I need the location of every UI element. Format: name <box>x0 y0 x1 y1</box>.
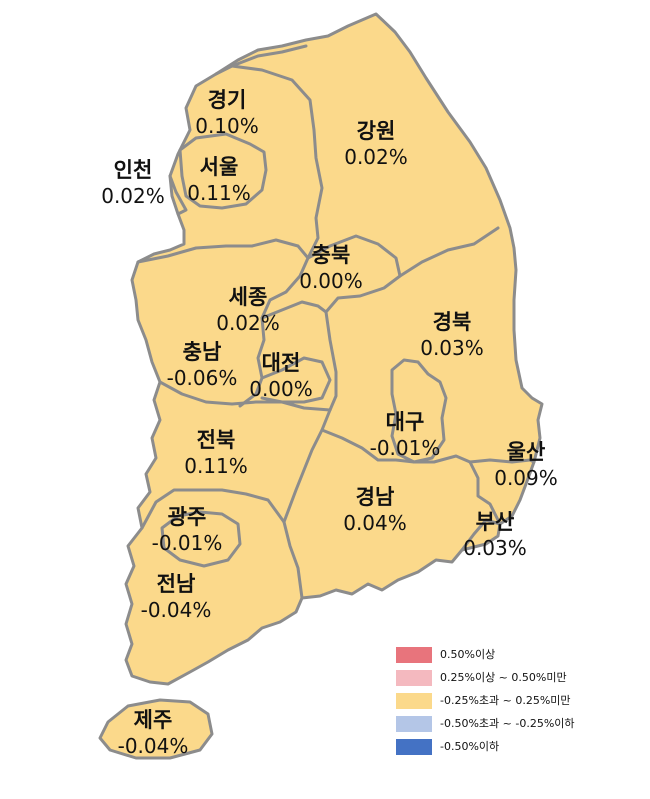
legend-label: -0.50%이하 <box>440 740 500 753</box>
border-gyeongbuk-gyeongnam <box>320 428 472 464</box>
region-name: 인천 <box>113 158 153 182</box>
region-value: -0.04% <box>140 597 212 622</box>
label-jeju: 제주 -0.04% <box>118 708 189 758</box>
border-gyeonggi-chungnam <box>136 238 310 264</box>
region-value: 0.11% <box>187 180 251 205</box>
legend-label: 0.50%이상 <box>440 648 496 661</box>
region-value: -0.01% <box>151 530 223 555</box>
region-name: 경남 <box>355 485 395 509</box>
region-name: 전북 <box>196 428 236 452</box>
legend-swatch <box>396 716 432 732</box>
label-seoul: 서울 0.11% <box>187 155 251 205</box>
region-value: -0.06% <box>166 365 238 390</box>
legend-swatch <box>396 739 432 755</box>
label-busan: 부산 0.03% <box>463 510 527 560</box>
region-value: -0.01% <box>369 435 441 460</box>
region-name: 대전 <box>261 351 301 375</box>
region-value: 0.10% <box>195 113 259 138</box>
border-chungbuk-gangwon <box>306 226 500 278</box>
legend-label: 0.25%이상 ~ 0.50%미만 <box>440 671 567 684</box>
legend-swatch <box>396 670 432 686</box>
border-gyeonggi-north <box>214 44 308 76</box>
region-value: 0.04% <box>343 510 407 535</box>
label-daegu: 대구 -0.01% <box>370 410 441 460</box>
mainland-outline <box>124 12 544 686</box>
label-jeonbuk: 전북 0.11% <box>184 428 248 478</box>
region-value: 0.03% <box>420 335 484 360</box>
region-value: -0.04% <box>117 733 189 758</box>
label-daejeon: 대전 0.00% <box>249 351 313 401</box>
region-name: 울산 <box>506 440 546 464</box>
legend-swatch <box>396 647 432 663</box>
label-gangwon: 강원 0.02% <box>344 119 408 169</box>
region-value: 0.02% <box>216 310 280 335</box>
border-seoul <box>178 132 268 210</box>
label-incheon: 인천 0.02% <box>101 158 165 208</box>
region-name: 광주 <box>167 505 207 529</box>
border-jeonnam-gyeongnam <box>282 520 304 600</box>
region-name: 부산 <box>475 510 515 534</box>
region-name: 경기 <box>207 88 247 112</box>
region-value: 0.11% <box>184 453 248 478</box>
region-value: 0.00% <box>249 376 313 401</box>
region-value: 0.00% <box>299 268 363 293</box>
border-busan <box>460 518 502 552</box>
region-name: 세종 <box>228 285 268 309</box>
region-name: 경북 <box>432 310 472 334</box>
label-gyeongnam: 경남 0.04% <box>343 485 407 535</box>
region-name: 제주 <box>133 708 173 732</box>
region-value: 0.02% <box>344 144 408 169</box>
border-gwangju <box>160 510 242 568</box>
border-daegu <box>390 358 448 464</box>
region-name: 강원 <box>356 119 396 143</box>
region-value: 0.03% <box>463 535 527 560</box>
label-ulsan: 울산 0.09% <box>494 440 558 490</box>
region-value: 0.09% <box>494 465 558 490</box>
label-chungbuk: 충북 0.00% <box>299 243 363 293</box>
border-ulsan-gyeongnam <box>468 460 502 526</box>
border-daejeon <box>260 356 332 404</box>
region-name: 대구 <box>385 410 425 434</box>
border-incheon <box>168 174 188 216</box>
border-gyeonggi-gangwon <box>230 64 324 260</box>
label-chungnam: 충남 -0.06% <box>167 340 238 390</box>
border-ulsan <box>468 458 536 464</box>
border-chungbuk-chungnam <box>238 256 310 408</box>
jeju-island <box>98 698 214 760</box>
region-name: 충북 <box>311 243 351 267</box>
label-gyeonggi: 경기 0.10% <box>195 88 259 138</box>
label-gwangju: 광주 -0.01% <box>152 505 223 555</box>
label-gyeongbuk: 경북 0.03% <box>420 310 484 360</box>
label-jeonnam: 전남 -0.04% <box>141 572 212 622</box>
legend-swatch <box>396 693 432 709</box>
legend-label: -0.25%초과 ~ 0.25%미만 <box>440 694 571 707</box>
region-name: 전남 <box>156 572 196 596</box>
region-name: 충남 <box>182 340 222 364</box>
border-chungnam-jeonbuk <box>158 380 332 412</box>
legend-label: -0.50%초과 ~ -0.25%이하 <box>440 717 575 730</box>
region-value: 0.02% <box>101 183 165 208</box>
label-sejong: 세종 0.02% <box>216 285 280 335</box>
border-jeonbuk-jeonnam <box>140 488 286 530</box>
border-sejong <box>260 300 328 320</box>
region-name: 서울 <box>199 155 239 179</box>
